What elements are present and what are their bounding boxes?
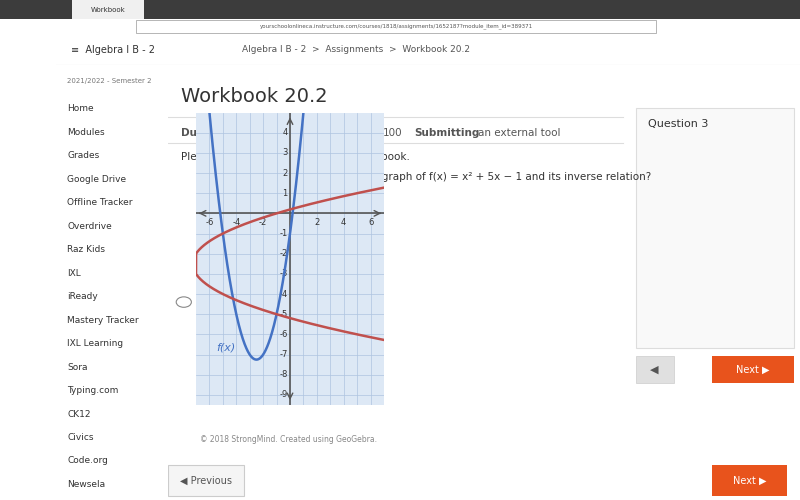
Text: 1: 1 [282,188,287,198]
Text: Newsela: Newsela [67,480,106,489]
Text: -9: -9 [279,390,287,400]
Text: IXL: IXL [67,268,81,278]
Text: -3: -3 [279,270,287,278]
Text: f(x): f(x) [216,342,235,352]
Text: Please remember to submit your workbook.: Please remember to submit your workbook. [181,152,410,162]
Bar [0,0,800,19]
Text: -6: -6 [279,330,287,339]
Text: Overdrive: Overdrive [67,222,112,230]
Text: Submitting: Submitting [414,128,480,138]
Text: Code.org: Code.org [67,456,108,466]
Text: an external tool: an external tool [478,128,560,138]
Text: 2021/2022 - Semester 2: 2021/2022 - Semester 2 [67,78,152,84]
Text: Mastery Tracker: Mastery Tracker [67,316,139,324]
Text: -2: -2 [259,218,267,227]
Text: Workbook 20.2: Workbook 20.2 [181,87,327,106]
Text: 4: 4 [341,218,346,227]
Text: Question 3: Question 3 [648,120,709,130]
Text: Points: Points [338,128,376,138]
Text: ◀: ◀ [650,364,659,374]
Bar [136,20,656,33]
Text: 100: 100 [383,128,402,138]
Text: ◀ Previous: ◀ Previous [180,476,232,486]
Text: 4: 4 [282,128,287,137]
Text: Due: Due [181,128,204,138]
Text: yourschoolonlineca.instructure.com/courses/1818/assignments/1652187?module_item_: yourschoolonlineca.instructure.com/cours… [259,24,533,30]
Text: Apr 22 by 11:59pm: Apr 22 by 11:59pm [212,128,313,138]
Text: Raz Kids: Raz Kids [67,245,106,254]
Text: -8: -8 [279,370,287,379]
Text: Workbook: Workbook [90,7,126,13]
Text: 2: 2 [314,218,319,227]
Text: -6: -6 [206,218,214,227]
Text: -4: -4 [279,290,287,298]
Text: IXL Learning: IXL Learning [67,339,123,348]
Bar [711,465,787,496]
Text: Home: Home [67,104,94,113]
Text: iReady: iReady [67,292,98,301]
Text: -2: -2 [279,249,287,258]
Text: 3: 3 [282,148,287,158]
Text: Modules: Modules [67,128,105,136]
Text: Grades: Grades [67,151,99,160]
Text: © 2018 StrongMind. Created using GeoGebra.: © 2018 StrongMind. Created using GeoGebr… [200,434,377,444]
Text: -5: -5 [279,310,287,318]
Text: ≡  Algebra I B - 2: ≡ Algebra I B - 2 [71,45,155,55]
Text: 2: 2 [282,168,287,177]
Text: Next ▶: Next ▶ [736,364,770,374]
Text: Sora: Sora [67,362,88,372]
Bar [711,356,794,382]
Text: Google Drive: Google Drive [67,174,126,184]
Text: CK12: CK12 [67,410,90,418]
Bar [636,356,674,382]
Text: -7: -7 [279,350,287,359]
Text: Typing.com: Typing.com [67,386,118,395]
Text: -4: -4 [232,218,241,227]
Text: Civics: Civics [67,433,94,442]
Text: Offline Tracker: Offline Tracker [67,198,133,207]
Text: Next ▶: Next ▶ [733,476,766,486]
Bar [636,108,794,348]
Bar [168,465,244,496]
Text: Algebra I B - 2  >  Assignments  >  Workbook 20.2: Algebra I B - 2 > Assignments > Workbook… [242,46,470,54]
Bar [72,0,144,19]
Text: 6: 6 [368,218,374,227]
Text: -1: -1 [279,229,287,238]
Circle shape [176,297,191,308]
Text: Which answer correctly shows the graph of f(x) = x² + 5x − 1 and its inverse rel: Which answer correctly shows the graph o… [200,172,651,181]
